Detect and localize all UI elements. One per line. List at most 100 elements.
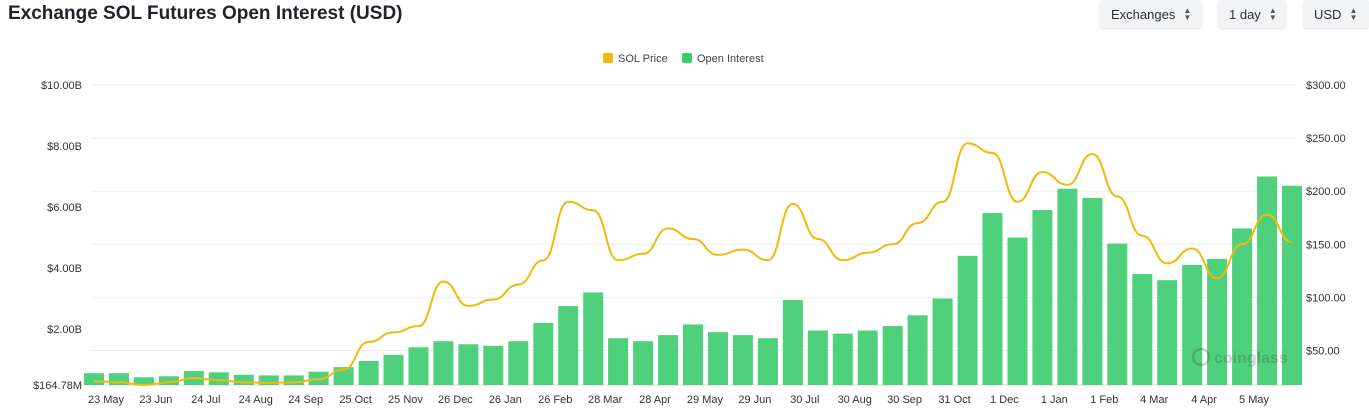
x-tick-label: 1 Dec	[990, 394, 1019, 406]
open-interest-bar[interactable]	[533, 322, 554, 385]
interval-selector-label: 1 day	[1229, 6, 1261, 22]
open-interest-bar[interactable]	[358, 361, 379, 385]
open-interest-bar[interactable]	[957, 255, 978, 385]
open-interest-bar[interactable]	[1032, 210, 1053, 385]
open-interest-bar[interactable]	[932, 298, 953, 386]
open-interest-bar[interactable]	[333, 367, 354, 385]
legend[interactable]: SOL Price Open Interest	[603, 53, 764, 65]
open-interest-bar[interactable]	[1257, 176, 1278, 386]
currency-selector-label: USD	[1314, 6, 1342, 22]
open-interest-bar[interactable]	[708, 332, 728, 385]
y-right-tick-label: $50.00	[1306, 345, 1340, 357]
legend-label-open-interest[interactable]: Open Interest	[697, 53, 764, 65]
open-interest-bar[interactable]	[433, 341, 454, 385]
open-interest-bar[interactable]	[1282, 185, 1302, 385]
watermark-text: coinglass	[1214, 350, 1288, 367]
up-down-chevron-icon: ▲ ▼	[1349, 6, 1358, 22]
open-interest-bar[interactable]	[633, 341, 654, 385]
y-right-tick-label: $200.00	[1306, 186, 1346, 198]
exchanges-selector[interactable]: Exchanges ▲ ▼	[1100, 0, 1202, 28]
open-interest-bar[interactable]	[608, 338, 629, 385]
x-tick-label: 25 Oct	[339, 394, 371, 406]
x-tick-label: 24 Jul	[191, 394, 220, 406]
open-interest-bar[interactable]	[483, 345, 504, 385]
open-interest-bar[interactable]	[558, 306, 579, 385]
y-right-tick-label: $300.00	[1306, 80, 1346, 92]
open-interest-bar[interactable]	[408, 347, 429, 385]
open-interest-bar[interactable]	[383, 354, 404, 385]
y-left-tick-label: $10.00B	[41, 80, 82, 92]
open-interest-bar[interactable]	[583, 292, 604, 385]
open-interest-bar[interactable]	[1232, 228, 1253, 385]
y-left-tick-label: $2.00B	[47, 324, 82, 336]
open-interest-bar[interactable]	[208, 372, 229, 385]
x-tick-label: 24 Aug	[239, 394, 273, 406]
open-interest-bar[interactable]	[832, 333, 853, 385]
x-tick-label: 26 Dec	[438, 394, 473, 406]
open-interest-bars	[84, 176, 1302, 386]
open-interest-bar[interactable]	[84, 373, 104, 385]
legend-swatch-open-interest	[682, 53, 692, 63]
open-interest-bar[interactable]	[683, 324, 703, 385]
open-interest-bar[interactable]	[1207, 258, 1228, 385]
x-tick-label: 28 Apr	[639, 394, 671, 406]
x-tick-label: 1 Jan	[1041, 394, 1068, 406]
up-down-chevron-icon: ▲ ▼	[1183, 6, 1192, 22]
currency-selector[interactable]: USD ▲ ▼	[1303, 0, 1369, 28]
open-interest-bar[interactable]	[732, 335, 753, 385]
x-tick-label: 30 Sep	[887, 394, 922, 406]
open-interest-bar[interactable]	[857, 330, 878, 386]
x-tick-label: 23 Jun	[139, 394, 172, 406]
x-tick-label: 30 Aug	[838, 394, 872, 406]
open-interest-bar[interactable]	[1107, 243, 1128, 385]
x-tick-label: 25 Nov	[388, 394, 423, 406]
x-tick-label: 26 Jan	[489, 394, 522, 406]
x-tick-label: 26 Feb	[538, 394, 572, 406]
x-tick-label: 1 Feb	[1090, 394, 1118, 406]
open-interest-bar[interactable]	[1182, 265, 1203, 385]
y-left-tick-label: $4.00B	[47, 263, 82, 275]
open-interest-bar[interactable]	[258, 375, 279, 385]
open-interest-bar[interactable]	[1057, 188, 1078, 385]
open-interest-bar[interactable]	[1007, 237, 1028, 386]
y-left-tick-label: $8.00B	[47, 141, 82, 153]
open-interest-bar[interactable]	[1157, 280, 1178, 385]
x-tick-label: 28 Mar	[588, 394, 623, 406]
coinglass-logo-icon	[1191, 347, 1211, 367]
y-left-tick-label: $6.00B	[47, 202, 82, 214]
open-interest-bar[interactable]	[882, 326, 903, 385]
open-interest-bar[interactable]	[757, 338, 778, 385]
x-tick-label: 29 Jun	[738, 394, 771, 406]
open-interest-bar[interactable]	[233, 374, 254, 385]
x-tick-label: 24 Sep	[288, 394, 323, 406]
open-interest-bar[interactable]	[133, 377, 154, 385]
x-tick-label: 4 Apr	[1191, 394, 1217, 406]
open-interest-bar[interactable]	[907, 315, 928, 385]
open-interest-bar[interactable]	[109, 373, 129, 385]
open-interest-bar[interactable]	[283, 375, 304, 385]
open-interest-bar[interactable]	[658, 335, 679, 385]
open-interest-bar[interactable]	[458, 344, 479, 385]
y-right-tick-label: $250.00	[1306, 133, 1346, 145]
y-left-tick-label: $164.78M	[33, 380, 82, 392]
x-tick-label: 4 Mar	[1140, 394, 1168, 406]
x-tick-label: 23 May	[88, 394, 125, 406]
x-tick-label: 5 May	[1239, 394, 1269, 406]
open-interest-bar[interactable]	[982, 213, 1003, 385]
up-down-chevron-icon: ▲ ▼	[1268, 6, 1277, 22]
coinglass-watermark: coinglass	[1191, 347, 1288, 367]
y-right-tick-label: $100.00	[1306, 292, 1346, 304]
legend-swatch-sol-price	[603, 53, 613, 63]
axes: $300.00 $250.00 $200.00 $150.00 $100.00 $50.0…	[33, 80, 1346, 406]
open-interest-bar[interactable]	[1132, 274, 1153, 385]
x-tick-label: 30 Jul	[790, 394, 819, 406]
open-interest-bar[interactable]	[807, 330, 828, 386]
sol-price-line	[93, 142, 1293, 386]
open-interest-bar[interactable]	[1082, 197, 1103, 385]
interval-selector[interactable]: 1 day ▲ ▼	[1218, 0, 1286, 28]
open-interest-bar[interactable]	[782, 300, 803, 385]
legend-label-sol-price[interactable]: SOL Price	[618, 53, 668, 65]
open-interest-bar[interactable]	[158, 376, 179, 385]
open-interest-bar[interactable]	[508, 341, 529, 385]
